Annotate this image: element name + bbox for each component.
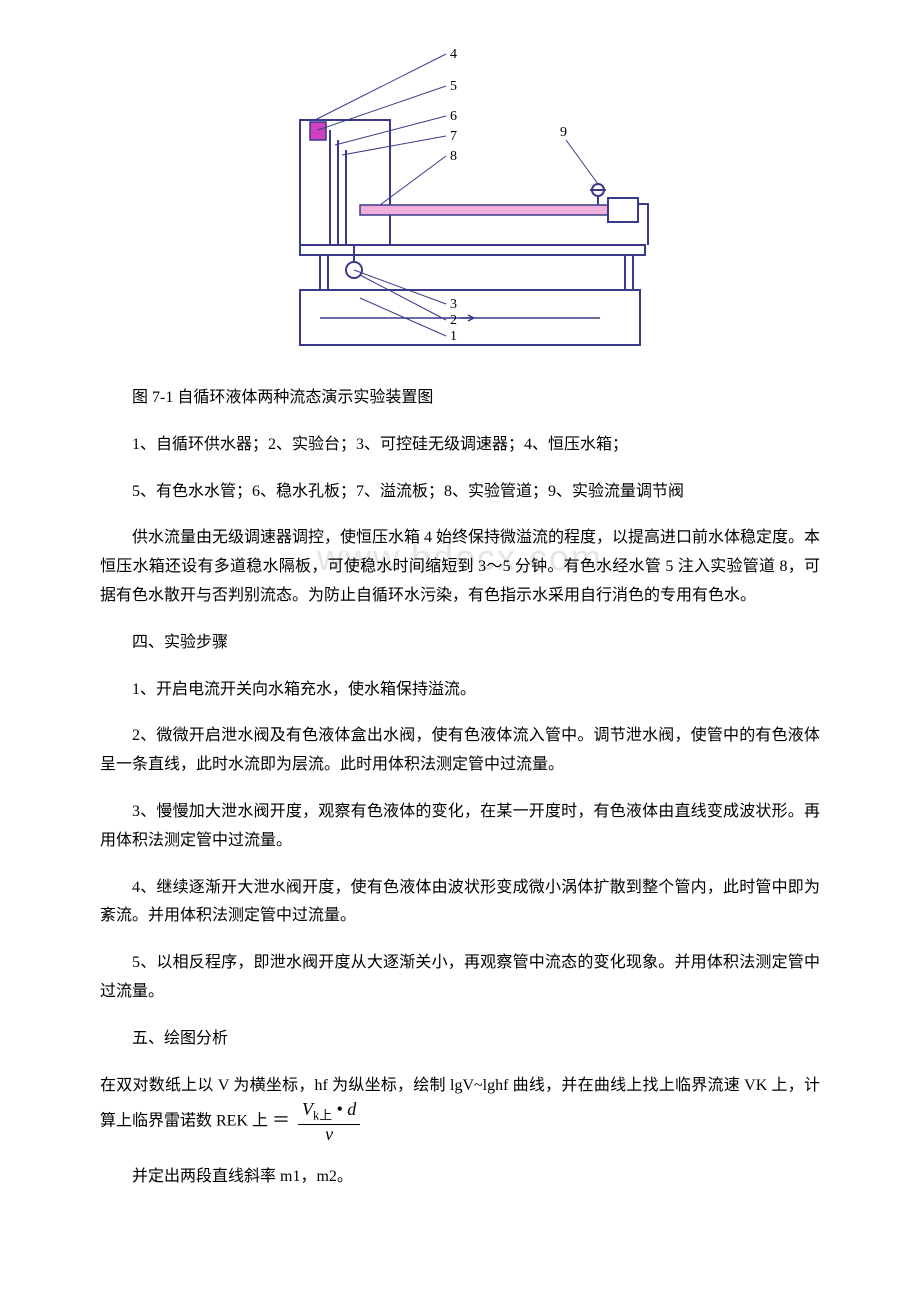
svg-text:1: 1 — [450, 329, 457, 344]
apparatus-diagram: 4 5 6 7 8 9 1 2 3 — [260, 40, 660, 360]
equals-sign: ＝ — [272, 1110, 290, 1130]
analysis-text: 在双对数纸上以 V 为横坐标，hf 为纵坐标，绘制 lgV~lghf 曲线，并在… — [100, 1077, 820, 1131]
svg-text:4: 4 — [450, 47, 457, 62]
svg-text:8: 8 — [450, 149, 457, 164]
analysis-formula-line: 在双对数纸上以 V 为横坐标，hf 为纵坐标，绘制 lgV~lghf 曲线，并在… — [100, 1072, 820, 1145]
legend-line-1: 1、自循环供水器；2、实验台；3、可控硅无级调速器；4、恒压水箱； — [100, 431, 820, 460]
step-4: 4、继续逐渐开大泄水阀开度，使有色液体由波状形变成微小涡体扩散到整个管内，此时管… — [100, 874, 820, 932]
step-5: 5、以相反程序，即泄水阀开度从大逐渐关小，再观察管中流态的变化现象。并用体积法测… — [100, 949, 820, 1007]
svg-text:2: 2 — [450, 313, 457, 328]
fraction-numerator: Vk上 • d — [298, 1100, 360, 1124]
slope-line: 并定出两段直线斜率 m1，m2。 — [100, 1163, 820, 1192]
step-3: 3、慢慢加大泄水阀开度，观察有色液体的变化，在某一开度时，有色液体由直线变成波状… — [100, 798, 820, 856]
section-4-title: 四、实验步骤 — [100, 629, 820, 658]
svg-text:5: 5 — [450, 79, 457, 94]
fraction-denominator: ν — [298, 1125, 360, 1145]
svg-text:9: 9 — [560, 125, 567, 140]
paragraph-supply: 供水流量由无级调速器调控，使恒压水箱 4 始终保持微溢流的程度，以提高进口前水体… — [100, 524, 820, 610]
figure-caption: 图 7-1 自循环液体两种流态演示实验装置图 — [100, 384, 820, 413]
legend-line-2: 5、有色水水管；6、稳水孔板；7、溢流板；8、实验管道；9、实验流量调节阀 — [100, 478, 820, 507]
svg-text:3: 3 — [450, 297, 457, 312]
section-5-title: 五、绘图分析 — [100, 1025, 820, 1054]
figure-container: 4 5 6 7 8 9 1 2 3 — [100, 40, 820, 360]
svg-text:6: 6 — [450, 109, 457, 124]
svg-text:7: 7 — [450, 129, 457, 144]
step-2: 2、微微开启泄水阀及有色液体盒出水阀，使有色液体流入管中。调节泄水阀，使管中的有… — [100, 722, 820, 780]
reynolds-fraction: Vk上 • d ν — [298, 1100, 360, 1144]
step-1: 1、开启电流开关向水箱充水，使水箱保持溢流。 — [100, 676, 820, 705]
